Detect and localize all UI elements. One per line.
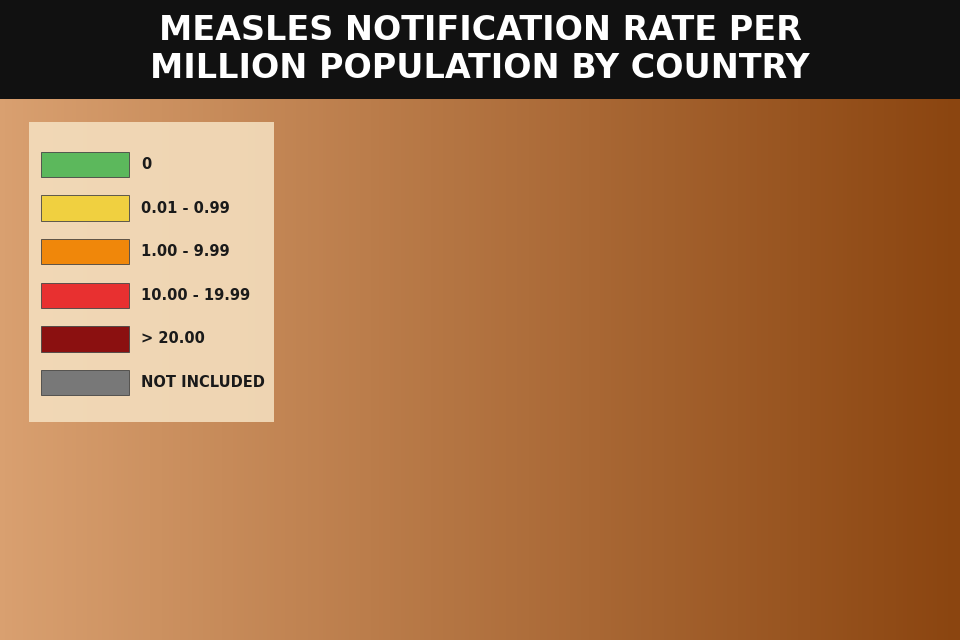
Text: 10.00 - 19.99: 10.00 - 19.99: [141, 288, 251, 303]
Bar: [41, 370, 130, 395]
Text: MEASLES NOTIFICATION RATE PER
MILLION POPULATION BY COUNTRY: MEASLES NOTIFICATION RATE PER MILLION PO…: [150, 14, 810, 85]
Bar: [41, 239, 130, 264]
Bar: [41, 195, 130, 221]
Text: 0.01 - 0.99: 0.01 - 0.99: [141, 200, 230, 216]
Text: NOT INCLUDED: NOT INCLUDED: [141, 375, 265, 390]
Text: 1.00 - 9.99: 1.00 - 9.99: [141, 244, 230, 259]
Text: 0: 0: [141, 157, 152, 172]
Text: > 20.00: > 20.00: [141, 332, 205, 346]
Bar: [41, 326, 130, 351]
Bar: [41, 152, 130, 177]
Bar: [41, 283, 130, 308]
